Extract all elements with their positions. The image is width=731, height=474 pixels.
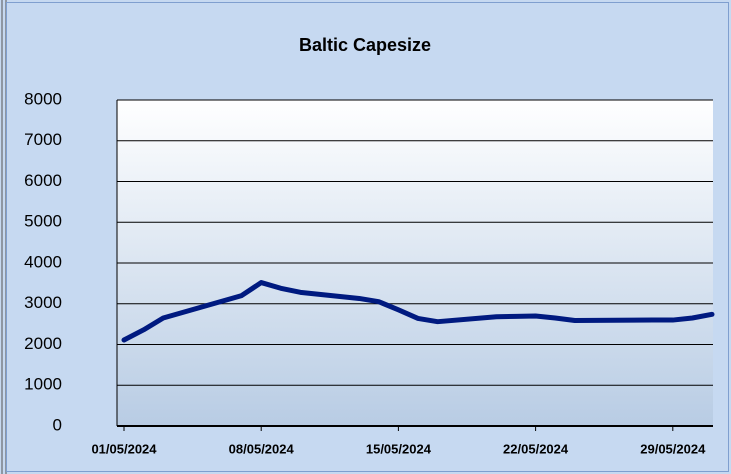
y-tick-label: 0 — [53, 415, 62, 434]
line — [121, 280, 715, 343]
y-tick-label: 4000 — [24, 252, 62, 271]
y-tick-label: 3000 — [24, 293, 62, 312]
x-tick-label: 29/05/2024 — [640, 441, 706, 456]
x-tick-label: 22/05/2024 — [503, 441, 569, 456]
y-tick-label: 5000 — [24, 212, 62, 231]
x-tick-label: 08/05/2024 — [229, 441, 295, 456]
frame — [6, 2, 729, 472]
plot: 0 1000 2000 3000 4000 5000 6000 7000 8000 01/05/2… — [24, 89, 715, 456]
y-tick-label: 2000 — [24, 334, 62, 353]
y-tick-label: 8000 — [24, 89, 62, 108]
y-tick-label: 1000 — [24, 375, 62, 394]
x-tick-label: 01/05/2024 — [91, 441, 157, 456]
x-tick-label: 15/05/2024 — [366, 441, 432, 456]
y-tick-label: 7000 — [24, 130, 62, 149]
y-tick-label: 6000 — [24, 171, 62, 190]
chart-title: Baltic Capesize — [299, 35, 431, 55]
